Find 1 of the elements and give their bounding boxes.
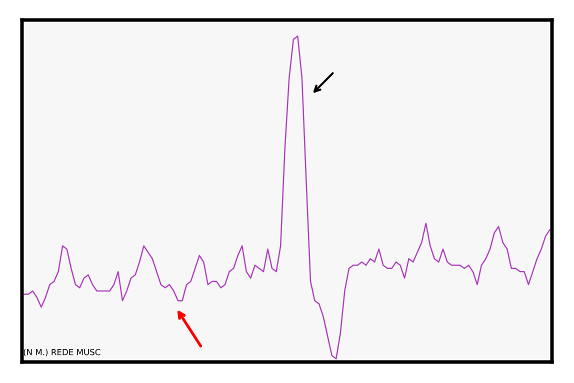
annotation: (N M.) REDE MUSC xyxy=(24,348,100,356)
